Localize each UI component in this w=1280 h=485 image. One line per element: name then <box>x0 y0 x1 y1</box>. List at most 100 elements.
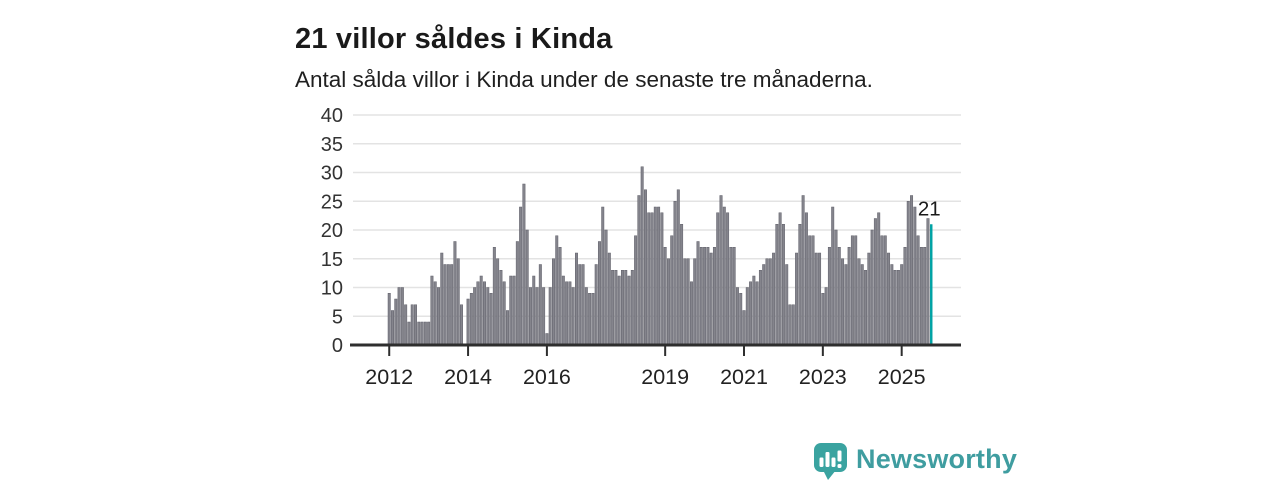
bar <box>568 281 572 346</box>
bar <box>624 270 628 346</box>
bar <box>880 235 884 346</box>
bar <box>791 304 795 346</box>
newsworthy-logo-icon <box>814 443 847 480</box>
bar <box>841 258 845 346</box>
bar <box>604 229 608 346</box>
bar <box>709 252 713 346</box>
bar <box>443 264 447 346</box>
bar <box>423 321 427 346</box>
bar <box>650 212 654 346</box>
bar <box>594 264 598 346</box>
y-axis-tick-label: 40 <box>321 105 343 127</box>
bar <box>489 293 493 346</box>
bar <box>699 247 703 346</box>
bar <box>499 270 503 346</box>
bar <box>400 287 404 346</box>
newsworthy-logo-text: Newsworthy <box>856 444 1018 474</box>
bar <box>538 264 542 346</box>
bar <box>611 270 615 346</box>
logo-mini-bars <box>819 450 842 468</box>
bar <box>873 218 877 346</box>
bar <box>552 258 555 346</box>
y-axis-tick-label: 10 <box>321 278 343 300</box>
bar <box>502 281 506 346</box>
bar <box>453 241 457 346</box>
bar <box>637 195 641 346</box>
bar <box>686 258 690 346</box>
bar <box>906 201 910 346</box>
bar <box>795 252 799 346</box>
bar <box>397 287 401 346</box>
bar <box>565 281 569 346</box>
bar <box>440 252 444 346</box>
bar <box>575 252 578 346</box>
bar <box>890 264 894 346</box>
bar <box>666 258 670 346</box>
bar <box>607 252 611 346</box>
bar <box>916 235 920 346</box>
x-axis-tick-label: 2019 <box>641 365 689 389</box>
newsworthy-logo[interactable]: Newsworthy <box>811 441 1017 481</box>
bar <box>643 189 647 346</box>
bar <box>798 224 802 346</box>
bar <box>479 275 483 346</box>
bar <box>883 235 887 346</box>
x-axis-tick-label: 2021 <box>720 365 768 389</box>
bar <box>676 189 680 346</box>
bar <box>456 258 460 346</box>
bar <box>896 270 900 346</box>
bar <box>689 281 693 346</box>
bar <box>788 304 792 346</box>
bar <box>834 229 838 346</box>
x-axis-tick-label: 2025 <box>878 365 926 389</box>
bar <box>729 247 733 346</box>
bar <box>581 264 585 346</box>
bar <box>466 298 470 346</box>
bar <box>735 287 739 346</box>
bar <box>647 212 651 346</box>
bar <box>870 229 874 346</box>
bar <box>814 252 818 346</box>
bar <box>926 218 930 346</box>
bar <box>532 275 536 346</box>
bar <box>877 212 881 346</box>
bar <box>900 264 904 346</box>
y-axis-tick-label: 15 <box>321 249 343 271</box>
bar <box>627 275 631 346</box>
y-axis-labels: 0 5 10 15 20 25 30 35 40 <box>321 105 343 357</box>
y-axis-tick-label: 5 <box>332 306 343 328</box>
bar <box>492 247 496 346</box>
bar <box>752 275 756 346</box>
bar <box>591 293 595 346</box>
bar <box>801 195 805 346</box>
bar <box>778 212 782 346</box>
bar <box>745 287 749 346</box>
bar <box>732 247 736 346</box>
bar <box>693 258 697 346</box>
bar <box>640 166 644 346</box>
bar <box>673 201 677 346</box>
bar <box>420 321 424 346</box>
bar <box>719 195 723 346</box>
bar <box>437 287 440 346</box>
bar <box>758 270 762 346</box>
y-axis-tick-label: 0 <box>332 335 343 357</box>
bar <box>620 270 624 346</box>
bar <box>831 206 835 346</box>
bar <box>486 287 490 346</box>
bar <box>404 304 408 346</box>
bar <box>597 241 601 346</box>
bar <box>410 304 414 346</box>
page-title: 21 villor såldes i Kinda <box>295 23 613 56</box>
bar <box>772 252 776 346</box>
bar <box>555 235 559 346</box>
bar <box>571 287 575 346</box>
bar <box>808 235 812 346</box>
bar <box>680 224 684 346</box>
bar <box>919 247 923 346</box>
y-axis-tick-label: 25 <box>321 191 343 213</box>
bar <box>663 247 667 346</box>
logo-bubble <box>814 443 847 472</box>
